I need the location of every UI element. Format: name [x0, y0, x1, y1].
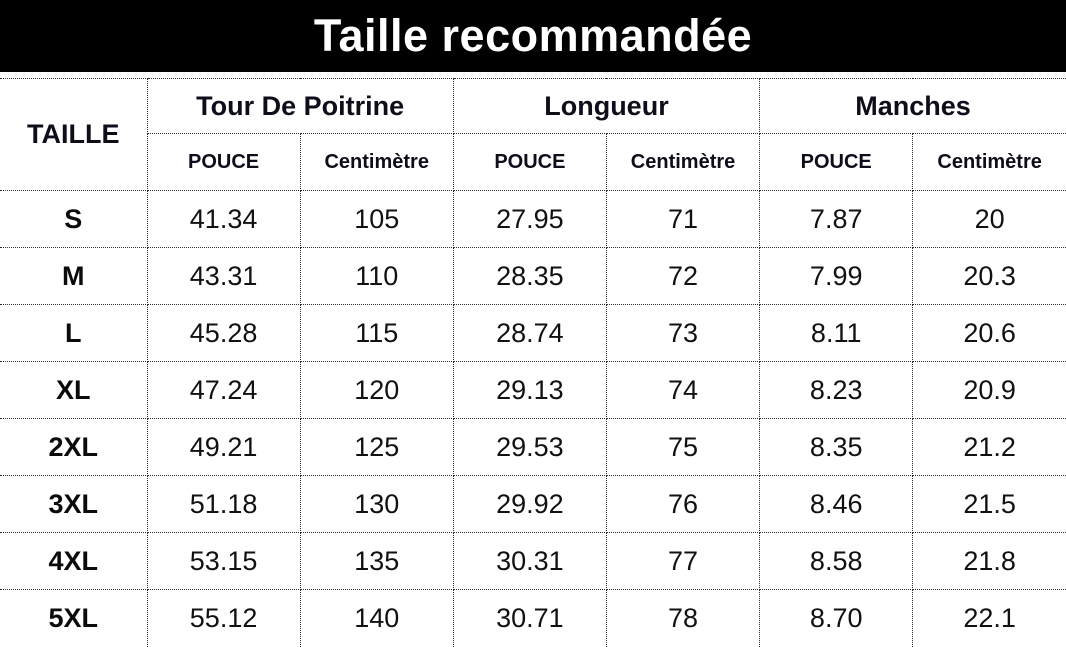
value-cell: 51.18 — [146, 475, 301, 533]
table-body: S 41.34 105 27.95 71 7.87 20 M 43.31 110… — [0, 190, 1066, 647]
size-label-cell: 3XL — [0, 475, 148, 533]
value-cell: 110 — [299, 247, 454, 305]
size-row-s: S 41.34 105 27.95 71 7.87 20 — [0, 190, 1066, 248]
column-group-chest: Tour De Poitrine — [146, 78, 454, 134]
table-header: TAILLE Tour De Poitrine Longueur Manches… — [0, 78, 1066, 191]
unit-header-length-cm: Centimètre — [605, 133, 761, 191]
value-cell: 43.31 — [146, 247, 301, 305]
size-label-cell: 5XL — [0, 589, 148, 647]
unit-header-chest-cm: Centimètre — [299, 133, 454, 191]
size-row-2xl: 2XL 49.21 125 29.53 75 8.35 21.2 — [0, 418, 1066, 476]
value-cell: 21.8 — [912, 532, 1066, 590]
size-label-cell: S — [0, 190, 148, 248]
value-cell: 30.31 — [452, 532, 607, 590]
value-cell: 29.53 — [452, 418, 607, 476]
unit-header-length-inch: POUCE — [452, 133, 607, 191]
value-cell: 140 — [299, 589, 454, 647]
size-label-cell: M — [0, 247, 148, 305]
value-cell: 77 — [605, 532, 761, 590]
value-cell: 8.70 — [759, 589, 914, 647]
value-cell: 45.28 — [146, 304, 301, 362]
size-table: TAILLE Tour De Poitrine Longueur Manches… — [0, 78, 1066, 647]
column-group-sleeves: Manches — [759, 78, 1066, 134]
value-cell: 55.12 — [146, 589, 301, 647]
value-cell: 20.3 — [912, 247, 1066, 305]
value-cell: 28.35 — [452, 247, 607, 305]
value-cell: 7.87 — [759, 190, 914, 248]
value-cell: 22.1 — [912, 589, 1066, 647]
value-cell: 72 — [605, 247, 761, 305]
value-cell: 8.46 — [759, 475, 914, 533]
value-cell: 21.2 — [912, 418, 1066, 476]
value-cell: 27.95 — [452, 190, 607, 248]
value-cell: 78 — [605, 589, 761, 647]
size-label-cell: L — [0, 304, 148, 362]
page-title: Taille recommandée — [313, 10, 753, 61]
value-cell: 53.15 — [146, 532, 301, 590]
unit-header-sleeves-inch: POUCE — [759, 133, 914, 191]
unit-header-chest-inch: POUCE — [147, 133, 301, 191]
value-cell: 75 — [605, 418, 761, 476]
value-cell: 20.6 — [912, 304, 1066, 362]
value-cell: 105 — [299, 190, 454, 248]
unit-header-sleeves-cm: Centimètre — [912, 133, 1066, 191]
value-cell: 73 — [605, 304, 761, 362]
value-cell: 8.58 — [759, 532, 914, 590]
value-cell: 125 — [299, 418, 454, 476]
value-cell: 8.23 — [759, 361, 914, 419]
value-cell: 20 — [912, 190, 1066, 248]
value-cell: 7.99 — [759, 247, 914, 305]
value-cell: 8.35 — [759, 418, 914, 476]
value-cell: 74 — [605, 361, 761, 419]
value-cell: 115 — [299, 304, 454, 362]
size-row-xl: XL 47.24 120 29.13 74 8.23 20.9 — [0, 361, 1066, 419]
value-cell: 130 — [299, 475, 454, 533]
value-cell: 20.9 — [912, 361, 1066, 419]
value-cell: 120 — [299, 361, 454, 419]
value-cell: 29.92 — [452, 475, 607, 533]
value-cell: 29.13 — [452, 361, 607, 419]
value-cell: 47.24 — [146, 361, 301, 419]
size-row-4xl: 4XL 53.15 135 30.31 77 8.58 21.8 — [0, 532, 1066, 590]
value-cell: 30.71 — [452, 589, 607, 647]
value-cell: 49.21 — [146, 418, 301, 476]
title-banner: Taille recommandée — [0, 0, 1066, 72]
size-row-m: M 43.31 110 28.35 72 7.99 20.3 — [0, 247, 1066, 305]
column-group-length: Longueur — [452, 78, 761, 134]
value-cell: 41.34 — [146, 190, 301, 248]
value-cell: 135 — [299, 532, 454, 590]
value-cell: 8.11 — [759, 304, 914, 362]
size-row-3xl: 3XL 51.18 130 29.92 76 8.46 21.5 — [0, 475, 1066, 533]
size-row-l: L 45.28 115 28.74 73 8.11 20.6 — [0, 304, 1066, 362]
size-row-5xl: 5XL 55.12 140 30.71 78 8.70 22.1 — [0, 589, 1066, 647]
value-cell: 21.5 — [912, 475, 1066, 533]
unit-header-row: POUCE Centimètre POUCE Centimètre POUCE … — [0, 133, 1066, 191]
value-cell: 76 — [605, 475, 761, 533]
group-header-row: TAILLE Tour De Poitrine Longueur Manches — [0, 78, 1066, 191]
size-label-cell: 2XL — [0, 418, 148, 476]
size-label-cell: XL — [0, 361, 148, 419]
value-cell: 28.74 — [452, 304, 607, 362]
size-label-cell: 4XL — [0, 532, 148, 590]
column-header-taille: TAILLE — [0, 78, 148, 191]
value-cell: 71 — [605, 190, 761, 248]
